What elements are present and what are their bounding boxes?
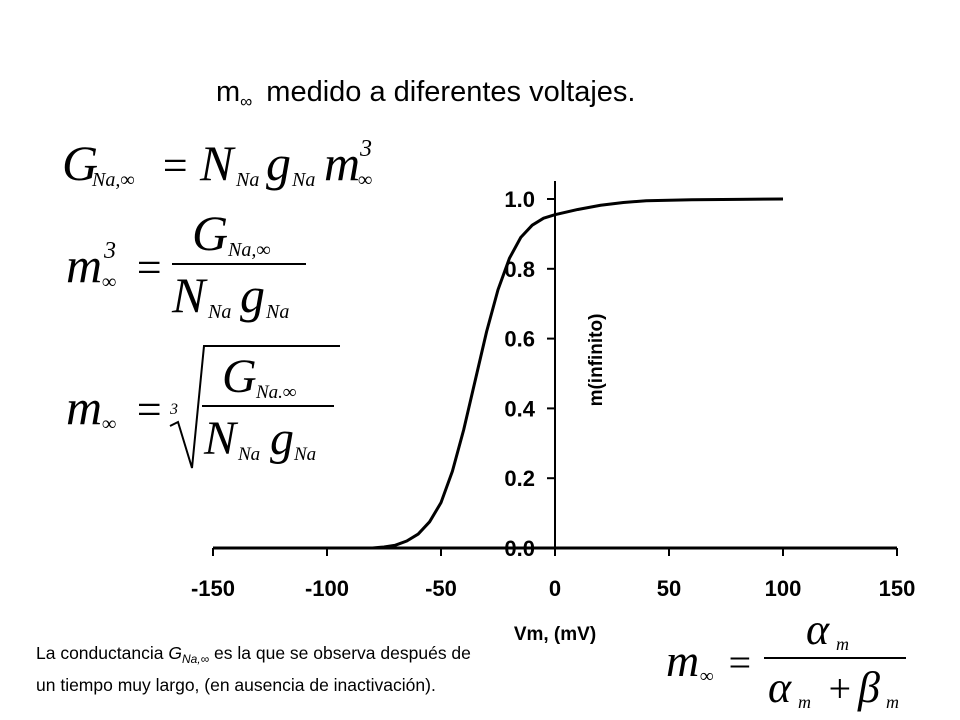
eq4-equals: = [726, 640, 753, 685]
eq2-power: 3 [103, 238, 116, 264]
equation-alpha-beta: m ∞ = α m α m + β m [666, 605, 906, 712]
eq2-N-sub: Na [207, 301, 231, 323]
eq3-g-sub: Na [293, 444, 316, 465]
y-axis-label: m(infinito) [586, 314, 607, 407]
eq3-G: G [222, 350, 257, 403]
caption-line1-post: es la que se observa después de [209, 643, 471, 663]
x-tick-label: -150 [191, 576, 235, 601]
y-tick-label: 0.2 [504, 466, 535, 491]
caption-line1-pre: La conductancia [36, 643, 169, 663]
eq4-m: m [666, 635, 699, 686]
caption-line2: un tiempo muy largo, (en ausencia de ina… [36, 675, 436, 695]
eq3-N-sub: Na [237, 444, 260, 465]
eq4-m-sub: ∞ [700, 666, 714, 687]
eq2-equals: = [134, 243, 164, 292]
eq1-g-sub: Na [291, 169, 315, 191]
eq2-N: N [171, 267, 208, 323]
equation-m-cubed: m 3 ∞ = G Na,∞ N Na g Na [66, 205, 306, 323]
eq1-power: 3 [359, 136, 372, 162]
y-tick-label: 0.4 [504, 396, 535, 421]
eq1-N: N [199, 135, 236, 191]
eq4-alpha-den-sub: m [798, 692, 811, 712]
eq3-root-index: 3 [169, 401, 178, 418]
x-tick-label: 100 [765, 576, 802, 601]
eq2-m: m [66, 237, 102, 293]
x-tick-label: 50 [657, 576, 681, 601]
x-tick-label: 0 [549, 576, 561, 601]
radical-sign [169, 345, 340, 469]
eq3-equals: = [134, 385, 164, 434]
slide-title: m∞ medido a diferentes voltajes. [216, 76, 635, 112]
eq4-alpha-num-sub: m [836, 634, 849, 654]
eq2-g-sub: Na [265, 301, 289, 323]
eq4-plus: + [826, 666, 853, 711]
eq3-m: m [66, 379, 102, 435]
y-tick-label: 1.0 [504, 187, 535, 212]
x-tick-label: -50 [425, 576, 457, 601]
eq1-equals: = [160, 141, 190, 190]
eq1-m: m [324, 135, 360, 191]
eq1-G-sub: Na,∞ [91, 169, 135, 191]
title-symbol: m [216, 76, 241, 108]
equation-m-root: m ∞ = 3 G Na.∞ N Na g Na [66, 345, 340, 469]
x-axis-label: Vm, (mV) [514, 624, 596, 645]
eq4-alpha-den: α [768, 663, 792, 712]
caption: La conductancia GNa,∞ es la que se obser… [36, 640, 636, 698]
eq2-G-sub: Na,∞ [227, 239, 271, 261]
eq2-m-sub: ∞ [102, 271, 116, 293]
eq3-N: N [203, 412, 239, 465]
eq1-m-sub: ∞ [358, 169, 372, 191]
eq3-G-sub: Na.∞ [255, 382, 296, 403]
caption-G-sub: Na,∞ [181, 652, 210, 666]
eq2-g: g [240, 267, 265, 323]
y-tick-label: 0.6 [504, 327, 535, 352]
eq4-alpha-num: α [806, 605, 830, 654]
eq2-G: G [192, 205, 228, 261]
title-text: medido a diferentes voltajes. [266, 76, 636, 108]
eq3-m-sub: ∞ [102, 413, 116, 435]
eq4-beta: β [857, 663, 880, 712]
eq3-g: g [270, 412, 294, 465]
eq1-g: g [266, 135, 291, 191]
eq4-beta-sub: m [886, 692, 899, 712]
eq1-N-sub: Na [235, 169, 259, 191]
eq1-G: G [62, 135, 98, 191]
y-tick-label: 0.0 [504, 536, 535, 561]
equation-conductance: G Na,∞ = N Na g Na m 3 ∞ [62, 135, 372, 191]
title-subscript: ∞ [240, 92, 253, 111]
series-line-m-infinity [372, 197, 784, 550]
caption-G: G [168, 643, 182, 663]
x-tick-label: 150 [879, 576, 916, 601]
x-tick-label: -100 [305, 576, 349, 601]
